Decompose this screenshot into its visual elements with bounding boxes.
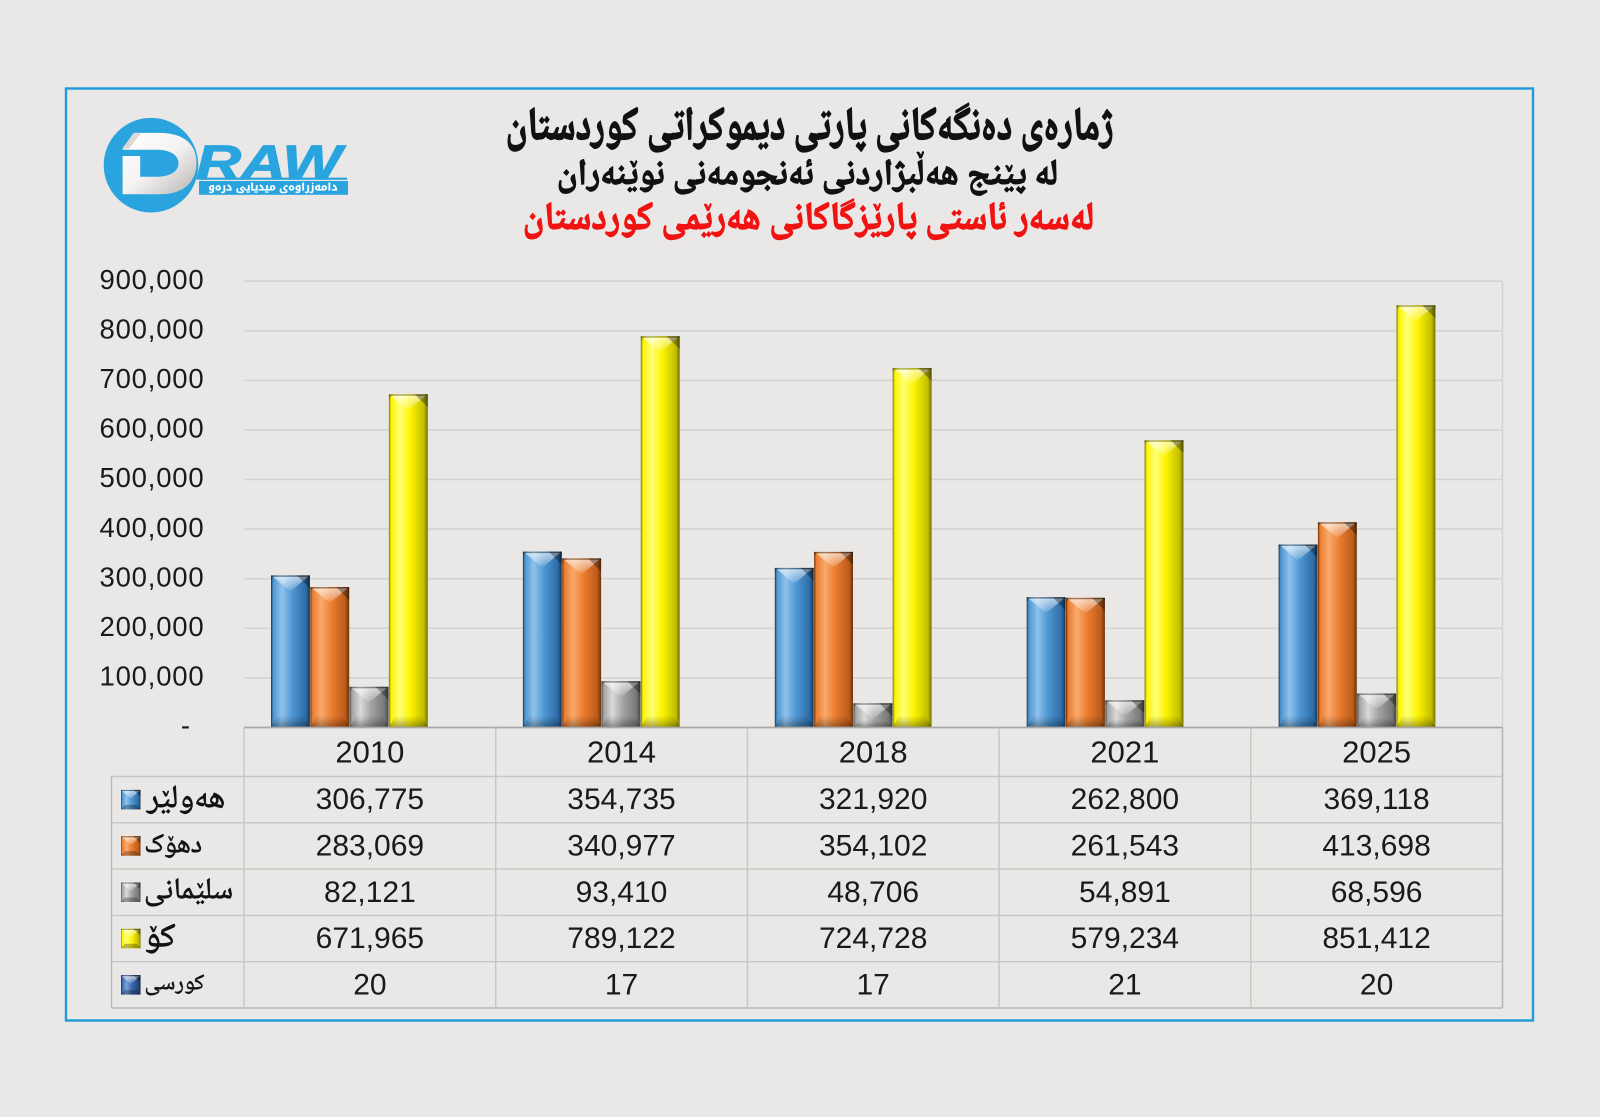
- svg-text:2010: 2010: [335, 735, 404, 770]
- svg-text:82,121: 82,121: [324, 876, 416, 909]
- svg-text:579,234: 579,234: [1071, 922, 1179, 955]
- svg-text:851,412: 851,412: [1322, 922, 1430, 955]
- svg-text:2018: 2018: [839, 735, 908, 770]
- svg-text:100,000: 100,000: [99, 661, 204, 692]
- svg-text:700,000: 700,000: [99, 363, 204, 394]
- svg-text:340,977: 340,977: [567, 830, 675, 863]
- svg-text:261,543: 261,543: [1071, 830, 1179, 863]
- svg-text:900,000: 900,000: [99, 264, 204, 295]
- svg-text:21: 21: [1108, 969, 1141, 1002]
- svg-text:2021: 2021: [1090, 735, 1159, 770]
- svg-text:-: -: [181, 710, 190, 741]
- svg-text:306,775: 306,775: [316, 783, 424, 816]
- svg-text:321,920: 321,920: [819, 783, 927, 816]
- svg-text:2025: 2025: [1342, 735, 1411, 770]
- svg-text:93,410: 93,410: [576, 876, 668, 909]
- svg-text:2014: 2014: [587, 735, 656, 770]
- svg-text:354,102: 354,102: [819, 830, 927, 863]
- svg-text:262,800: 262,800: [1071, 783, 1179, 816]
- svg-text:48,706: 48,706: [827, 876, 919, 909]
- svg-text:300,000: 300,000: [99, 561, 204, 592]
- svg-text:354,735: 354,735: [567, 783, 675, 816]
- svg-text:413,698: 413,698: [1322, 830, 1430, 863]
- svg-text:17: 17: [605, 969, 638, 1002]
- svg-text:724,728: 724,728: [819, 922, 927, 955]
- svg-text:789,122: 789,122: [567, 922, 675, 955]
- svg-text:68,596: 68,596: [1331, 876, 1423, 909]
- svg-text:200,000: 200,000: [99, 611, 204, 642]
- svg-text:500,000: 500,000: [99, 462, 204, 493]
- svg-text:17: 17: [857, 969, 890, 1002]
- svg-text:671,965: 671,965: [316, 922, 424, 955]
- svg-text:600,000: 600,000: [99, 413, 204, 444]
- svg-text:800,000: 800,000: [99, 314, 204, 345]
- svg-text:400,000: 400,000: [99, 512, 204, 543]
- svg-text:54,891: 54,891: [1079, 876, 1171, 909]
- svg-text:369,118: 369,118: [1323, 783, 1429, 816]
- svg-text:283,069: 283,069: [316, 830, 424, 863]
- svg-text:20: 20: [353, 969, 386, 1002]
- svg-text:20: 20: [1360, 969, 1393, 1002]
